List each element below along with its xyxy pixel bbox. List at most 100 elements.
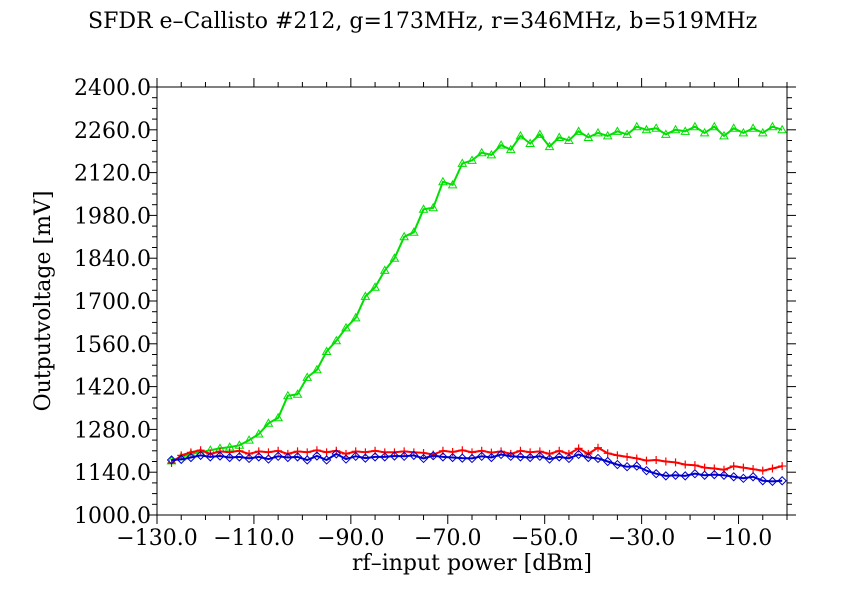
data-point (583, 452, 594, 463)
data-point (670, 470, 681, 480)
data-point (623, 452, 632, 461)
data-point (564, 453, 574, 464)
data-point (486, 452, 497, 463)
data-point (282, 390, 293, 400)
data-point (680, 471, 690, 481)
plot-frame (156, 86, 788, 516)
data-point (728, 472, 739, 482)
data-point (458, 446, 467, 455)
data-point (641, 465, 652, 476)
data-point (738, 473, 749, 484)
data-point (486, 149, 497, 159)
data-point (186, 448, 195, 457)
data-point (428, 202, 439, 212)
y-tick-label: 2400.0 (74, 76, 151, 101)
data-point (554, 452, 564, 462)
data-point (661, 471, 671, 481)
data-point (379, 265, 390, 274)
x-axis-label: rf–input power [dBm] (352, 551, 592, 576)
data-point (660, 129, 671, 138)
data-point (758, 466, 767, 475)
series-line (171, 125, 783, 462)
x-tick-label: −30.0 (608, 526, 675, 551)
data-point (215, 451, 225, 461)
data-point (166, 455, 177, 465)
data-point (399, 231, 410, 241)
data-point (448, 448, 457, 457)
data-point (612, 126, 623, 135)
data-point (739, 463, 748, 472)
data-point (195, 450, 206, 461)
data-point (370, 452, 380, 462)
data-point (564, 135, 574, 144)
data-point (670, 124, 681, 134)
data-point (525, 138, 536, 148)
data-point (196, 446, 205, 455)
x-tick-label: −10.0 (705, 526, 772, 551)
data-point (438, 452, 448, 462)
data-point (671, 458, 680, 467)
data-point (758, 476, 768, 486)
data-point (515, 452, 526, 462)
data-point (690, 461, 699, 470)
y-tick-label: 1980.0 (74, 204, 151, 229)
data-point (699, 127, 710, 137)
x-tick-label: −110.0 (213, 526, 294, 551)
data-point (274, 446, 283, 455)
data-point (554, 132, 565, 141)
data-point (738, 127, 749, 137)
data-point (186, 452, 196, 463)
data-point (408, 227, 419, 236)
data-point (641, 124, 652, 134)
data-point (350, 451, 361, 462)
data-point (389, 451, 400, 461)
x-tick-label: −70.0 (414, 526, 481, 551)
data-point (224, 452, 235, 463)
data-point (545, 449, 554, 458)
data-point (612, 459, 623, 470)
data-point (409, 450, 419, 461)
data-point (293, 447, 302, 456)
data-point (331, 449, 342, 459)
data-point (767, 121, 778, 131)
data-point (263, 454, 274, 464)
data-point (292, 452, 303, 462)
data-point (661, 457, 670, 466)
data-point (225, 448, 234, 457)
data-point (418, 204, 429, 213)
data-point (602, 456, 613, 467)
data-point (487, 448, 496, 457)
data-point (312, 364, 322, 374)
data-point (234, 452, 245, 462)
data-point (283, 452, 293, 463)
data-point (351, 447, 360, 456)
series-line (171, 452, 783, 483)
data-point (350, 312, 361, 322)
x-tick-label: −130.0 (116, 526, 197, 551)
data-point (361, 448, 370, 457)
series-2 (166, 449, 787, 487)
y-tick-label: 1280.0 (74, 418, 151, 443)
data-point (544, 454, 555, 464)
data-point (594, 443, 602, 452)
data-point (303, 448, 312, 457)
data-point (370, 282, 380, 291)
data-point (312, 451, 322, 461)
data-point (205, 452, 216, 462)
series-0 (166, 121, 788, 465)
data-point (728, 123, 739, 132)
data-point (302, 372, 313, 381)
data-point (360, 291, 371, 300)
data-point (632, 454, 641, 463)
data-point (244, 435, 254, 444)
y-tick-label: 1700.0 (74, 290, 151, 315)
data-point (535, 447, 544, 456)
data-point (573, 126, 584, 135)
data-point (680, 126, 691, 135)
data-point (709, 121, 720, 131)
y-tick-label: 1560.0 (74, 333, 151, 358)
data-point (447, 452, 458, 463)
data-point (602, 130, 613, 140)
data-point (380, 452, 390, 462)
data-point (652, 455, 661, 464)
